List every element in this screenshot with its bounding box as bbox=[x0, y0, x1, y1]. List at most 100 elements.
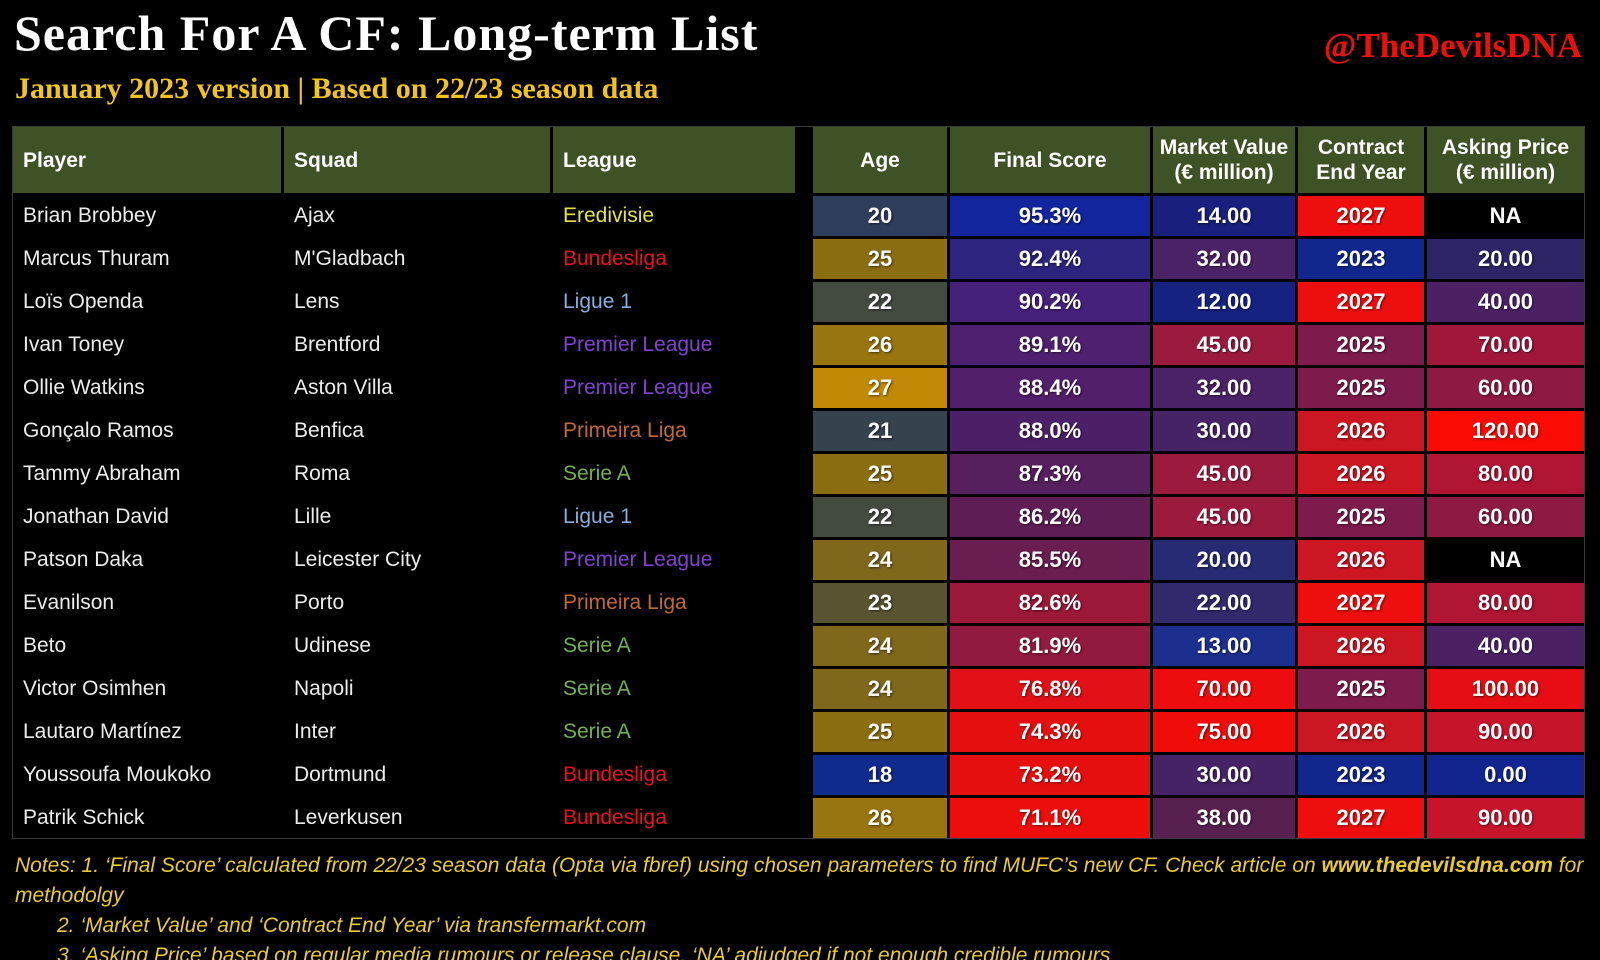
league-cell: Ligue 1 bbox=[553, 282, 795, 322]
column-gap-spacer bbox=[798, 282, 810, 322]
player-cell: Youssoufa Moukoko bbox=[13, 755, 281, 795]
age-cell: 25 bbox=[813, 712, 947, 752]
final-score-cell: 82.6% bbox=[950, 583, 1150, 623]
squad-cell: Leverkusen bbox=[284, 798, 550, 838]
final-score-cell: 76.8% bbox=[950, 669, 1150, 709]
age-cell: 26 bbox=[813, 798, 947, 838]
squad-cell: Napoli bbox=[284, 669, 550, 709]
col-header-contract-end-year: Contract End Year bbox=[1298, 127, 1424, 193]
squad-cell: Dortmund bbox=[284, 755, 550, 795]
market-value-cell: 45.00 bbox=[1153, 325, 1295, 365]
asking-price-cell: 90.00 bbox=[1427, 712, 1584, 752]
market-value-cell: 45.00 bbox=[1153, 497, 1295, 537]
col-header-player: Player bbox=[13, 127, 281, 193]
market-value-cell: 14.00 bbox=[1153, 196, 1295, 236]
column-gap-spacer bbox=[798, 626, 810, 666]
squad-cell: Aston Villa bbox=[284, 368, 550, 408]
league-cell: Premier League bbox=[553, 540, 795, 580]
col-header-label: League bbox=[563, 148, 637, 172]
col-header-sublabel: End Year bbox=[1316, 161, 1406, 184]
league-cell: Serie A bbox=[553, 669, 795, 709]
market-value-cell: 20.00 bbox=[1153, 540, 1295, 580]
player-cell: Loïs Openda bbox=[13, 282, 281, 322]
squad-cell: Lille bbox=[284, 497, 550, 537]
column-gap-spacer bbox=[798, 239, 810, 279]
col-header-label: Player bbox=[23, 148, 87, 172]
final-score-cell: 88.0% bbox=[950, 411, 1150, 451]
final-score-cell: 88.4% bbox=[950, 368, 1150, 408]
col-header-label: Age bbox=[860, 148, 900, 172]
squad-cell: Udinese bbox=[284, 626, 550, 666]
player-cell: Beto bbox=[13, 626, 281, 666]
contract-end-year-cell: 2027 bbox=[1298, 282, 1424, 322]
asking-price-cell: 0.00 bbox=[1427, 755, 1584, 795]
league-cell: Primeira Liga bbox=[553, 583, 795, 623]
asking-price-cell: 80.00 bbox=[1427, 454, 1584, 494]
market-value-cell: 38.00 bbox=[1153, 798, 1295, 838]
league-cell: Premier League bbox=[553, 325, 795, 365]
age-cell: 22 bbox=[813, 497, 947, 537]
market-value-cell: 45.00 bbox=[1153, 454, 1295, 494]
page-title: Search For A CF: Long-term List bbox=[14, 5, 759, 61]
final-score-cell: 85.5% bbox=[950, 540, 1150, 580]
market-value-cell: 32.00 bbox=[1153, 368, 1295, 408]
league-cell: Premier League bbox=[553, 368, 795, 408]
age-cell: 24 bbox=[813, 540, 947, 580]
player-cell: Lautaro Martínez bbox=[13, 712, 281, 752]
final-score-cell: 95.3% bbox=[950, 196, 1150, 236]
age-cell: 24 bbox=[813, 669, 947, 709]
market-value-cell: 30.00 bbox=[1153, 411, 1295, 451]
col-header-label: Final Score bbox=[993, 148, 1107, 172]
asking-price-cell: 100.00 bbox=[1427, 669, 1584, 709]
final-score-cell: 73.2% bbox=[950, 755, 1150, 795]
final-score-cell: 81.9% bbox=[950, 626, 1150, 666]
page-subtitle: January 2023 version | Based on 22/23 se… bbox=[15, 72, 659, 105]
squad-cell: Brentford bbox=[284, 325, 550, 365]
age-cell: 25 bbox=[813, 239, 947, 279]
asking-price-cell: 70.00 bbox=[1427, 325, 1584, 365]
player-cell: Tammy Abraham bbox=[13, 454, 281, 494]
asking-price-cell: NA bbox=[1427, 540, 1584, 580]
column-gap-spacer bbox=[798, 669, 810, 709]
asking-price-cell: 120.00 bbox=[1427, 411, 1584, 451]
squad-cell: Leicester City bbox=[284, 540, 550, 580]
column-gap-spacer bbox=[798, 127, 810, 193]
contract-end-year-cell: 2025 bbox=[1298, 669, 1424, 709]
age-cell: 18 bbox=[813, 755, 947, 795]
asking-price-cell: 40.00 bbox=[1427, 282, 1584, 322]
league-cell: Eredivisie bbox=[553, 196, 795, 236]
player-cell: Evanilson bbox=[13, 583, 281, 623]
age-cell: 26 bbox=[813, 325, 947, 365]
note-line-2: 2. ‘Market Value’ and ‘Contract End Year… bbox=[57, 914, 647, 937]
age-cell: 22 bbox=[813, 282, 947, 322]
col-header-sublabel: (€ million) bbox=[1174, 161, 1274, 184]
player-cell: Jonathan David bbox=[13, 497, 281, 537]
squad-cell: Benfica bbox=[284, 411, 550, 451]
website-url: www.thedevilsdna.com bbox=[1321, 854, 1553, 877]
age-cell: 23 bbox=[813, 583, 947, 623]
league-cell: Bundesliga bbox=[553, 798, 795, 838]
col-header-label: Market Value bbox=[1159, 136, 1289, 159]
col-header-market-value: Market Value (€ million) bbox=[1153, 127, 1295, 193]
contract-end-year-cell: 2026 bbox=[1298, 626, 1424, 666]
squad-cell: Ajax bbox=[284, 196, 550, 236]
market-value-cell: 30.00 bbox=[1153, 755, 1295, 795]
league-cell: Bundesliga bbox=[553, 755, 795, 795]
contract-end-year-cell: 2027 bbox=[1298, 798, 1424, 838]
col-header-label: Squad bbox=[294, 148, 359, 172]
asking-price-cell: 60.00 bbox=[1427, 497, 1584, 537]
contract-end-year-cell: 2026 bbox=[1298, 540, 1424, 580]
contract-end-year-cell: 2026 bbox=[1298, 411, 1424, 451]
player-cell: Gonçalo Ramos bbox=[13, 411, 281, 451]
column-gap-spacer bbox=[798, 325, 810, 365]
col-header-age: Age bbox=[813, 127, 947, 193]
age-cell: 27 bbox=[813, 368, 947, 408]
col-header-final-score: Final Score bbox=[950, 127, 1150, 193]
league-cell: Serie A bbox=[553, 454, 795, 494]
note-line-1: Notes: 1. ‘Final Score’ calculated from … bbox=[15, 851, 1600, 911]
squad-cell: Inter bbox=[284, 712, 550, 752]
league-cell: Bundesliga bbox=[553, 239, 795, 279]
column-gap-spacer bbox=[798, 411, 810, 451]
contract-end-year-cell: 2027 bbox=[1298, 583, 1424, 623]
